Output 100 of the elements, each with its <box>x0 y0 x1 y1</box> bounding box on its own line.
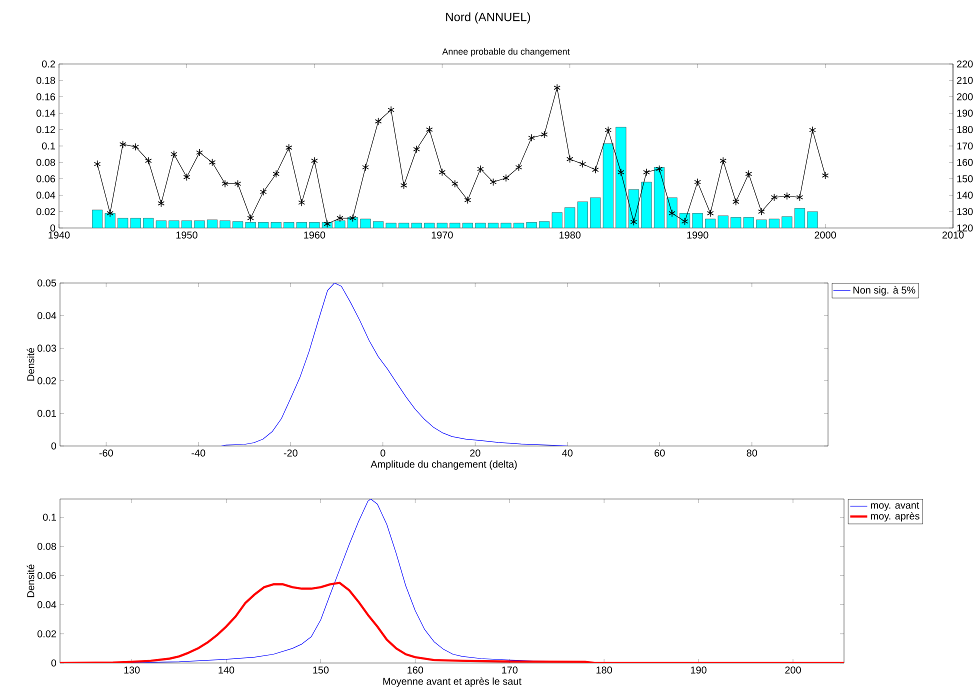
y-tick-label: 0.02 <box>36 208 55 216</box>
point <box>132 142 140 151</box>
point <box>247 214 254 222</box>
bar <box>628 189 640 228</box>
point <box>618 168 624 176</box>
legend-label: moy. avant <box>870 502 920 511</box>
x-tick-label: 160 <box>408 666 424 674</box>
point <box>324 220 331 228</box>
x-tick-label: 20 <box>470 450 480 457</box>
point <box>119 140 126 148</box>
point <box>272 170 280 178</box>
bar <box>616 126 626 228</box>
y2-tick-label: 190 <box>957 110 973 117</box>
x-tick-label: -20 <box>284 450 298 457</box>
x-tick-label: 1990 <box>687 232 708 239</box>
line-series <box>60 582 844 663</box>
y-tick-label: 0.04 <box>37 601 56 608</box>
point <box>720 156 727 165</box>
point <box>413 145 420 154</box>
y-tick-label: 0.08 <box>36 158 56 166</box>
bar <box>666 197 678 228</box>
x-tick-label: 40 <box>562 450 573 457</box>
point <box>374 117 382 126</box>
point <box>477 165 484 173</box>
point <box>400 181 408 190</box>
y-axis-title: Densité <box>26 348 34 381</box>
point <box>349 214 356 222</box>
point <box>630 218 638 226</box>
point <box>528 134 535 142</box>
point <box>706 209 714 218</box>
y2-tick-label: 170 <box>957 142 973 150</box>
x-tick-label: 1960 <box>304 232 326 239</box>
x-tick-label: 1980 <box>560 232 581 239</box>
point <box>490 178 497 186</box>
y-tick-label: 0.12 <box>36 126 55 134</box>
y-tick-label: 0.01 <box>37 410 56 417</box>
point <box>208 158 216 166</box>
point <box>260 188 267 196</box>
x-axis-title: Amplitude du changement (delta) <box>370 460 517 470</box>
y-tick-label: 0 <box>51 659 56 667</box>
point <box>298 198 306 206</box>
bar <box>782 216 792 228</box>
line-series <box>221 283 568 446</box>
bar <box>641 182 652 228</box>
y-tick-label: 0.02 <box>37 630 56 638</box>
point <box>694 178 702 186</box>
x-tick-label: 2000 <box>814 232 836 239</box>
bar <box>807 211 818 228</box>
x-axis-title: Moyenne avant et après le saut <box>383 677 522 687</box>
point <box>770 193 778 202</box>
bar <box>794 208 806 228</box>
x-tick-label: 60 <box>654 450 665 457</box>
point <box>285 144 292 152</box>
y2-tick-label: 120 <box>957 224 973 232</box>
y2-tick-label: 200 <box>957 93 973 100</box>
bar <box>577 202 588 228</box>
y2-tick-label: 210 <box>957 76 973 84</box>
point <box>158 199 165 208</box>
point <box>566 155 574 164</box>
y-tick-label: 0.06 <box>37 572 56 580</box>
point <box>656 165 663 173</box>
x-tick-label: 1950 <box>176 232 198 239</box>
point <box>426 126 433 134</box>
point <box>106 209 114 218</box>
point <box>170 150 178 158</box>
y2-tick-label: 180 <box>957 126 973 134</box>
y-tick-label: 0.02 <box>37 377 56 384</box>
y-tick-label: 0.03 <box>37 344 56 352</box>
y2-tick-label: 140 <box>957 192 973 199</box>
x-tick-label: 140 <box>218 666 234 674</box>
y-tick-label: 0.16 <box>36 93 56 100</box>
chart-subtitle: Annee probable du changement <box>442 48 570 56</box>
point <box>592 166 599 174</box>
point <box>540 130 548 138</box>
point <box>796 193 804 202</box>
y2-tick-label: 220 <box>957 60 973 68</box>
x-tick-label: 170 <box>502 666 518 674</box>
x-tick-label: 80 <box>746 450 758 457</box>
point <box>183 173 190 182</box>
point <box>144 156 152 165</box>
y-tick-label: 0.18 <box>36 76 56 84</box>
y-tick-label: 0.1 <box>43 514 56 521</box>
point <box>732 198 740 206</box>
point <box>784 192 790 200</box>
chart-title: Nord (ANNUEL) <box>446 12 530 24</box>
y-tick-label: 0.05 <box>37 279 56 287</box>
y-tick-label: 0.04 <box>37 312 56 320</box>
bar <box>590 197 601 228</box>
y-tick-label: 0.06 <box>36 175 56 182</box>
legend-label: Non sig. à 5% <box>853 286 916 296</box>
point <box>822 172 829 180</box>
point <box>758 208 765 216</box>
y-tick-label: 0.1 <box>42 142 55 150</box>
point <box>234 180 242 188</box>
point <box>362 163 369 172</box>
y-tick-label: 0.04 <box>36 192 56 199</box>
point <box>515 163 522 172</box>
y2-tick-label: 160 <box>957 158 973 166</box>
x-tick-label: 2010 <box>942 232 964 239</box>
y2-tick-label: 150 <box>957 175 973 182</box>
